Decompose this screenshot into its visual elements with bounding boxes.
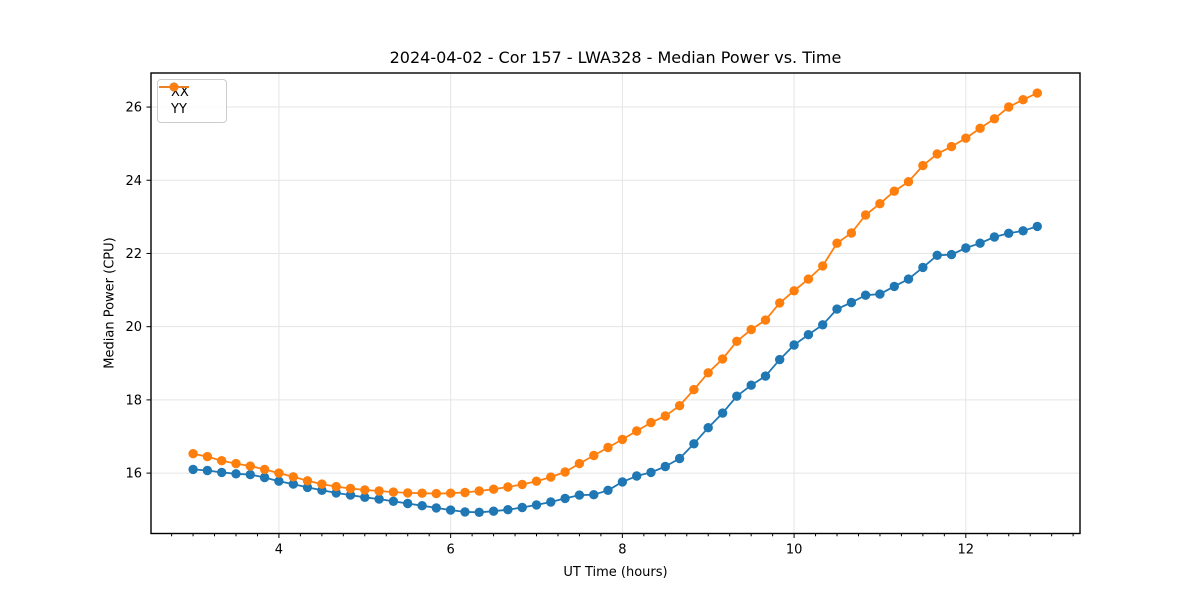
series-xx [188, 221, 1043, 517]
y-axis-label: Median Power (CPU) [102, 237, 118, 369]
legend-item-yy: YY [159, 82, 220, 118]
legend-line-marker-icon [159, 82, 189, 92]
svg-text:20: 20 [125, 320, 142, 335]
legend: XX YY [157, 79, 227, 123]
legend-label-yy: YY [171, 102, 187, 117]
svg-text:22: 22 [125, 247, 142, 262]
svg-text:24: 24 [125, 174, 142, 189]
svg-text:18: 18 [125, 393, 142, 408]
svg-text:12: 12 [958, 543, 975, 558]
svg-text:10: 10 [786, 543, 803, 558]
gridlines [151, 73, 1080, 534]
chart-title: 2024-04-02 - Cor 157 - LWA328 - Median P… [389, 48, 842, 67]
series-yy [188, 88, 1043, 499]
svg-text:8: 8 [618, 543, 626, 558]
ticks [146, 106, 1074, 538]
tick-labels: 4 6 8 10 12 16 18 20 22 24 26 [125, 101, 974, 558]
svg-text:4: 4 [275, 543, 283, 558]
svg-text:16: 16 [125, 467, 142, 482]
x-axis-label: UT Time (hours) [563, 565, 668, 580]
svg-text:26: 26 [125, 101, 142, 116]
svg-text:6: 6 [447, 543, 455, 558]
axes-spines [150, 72, 1081, 535]
